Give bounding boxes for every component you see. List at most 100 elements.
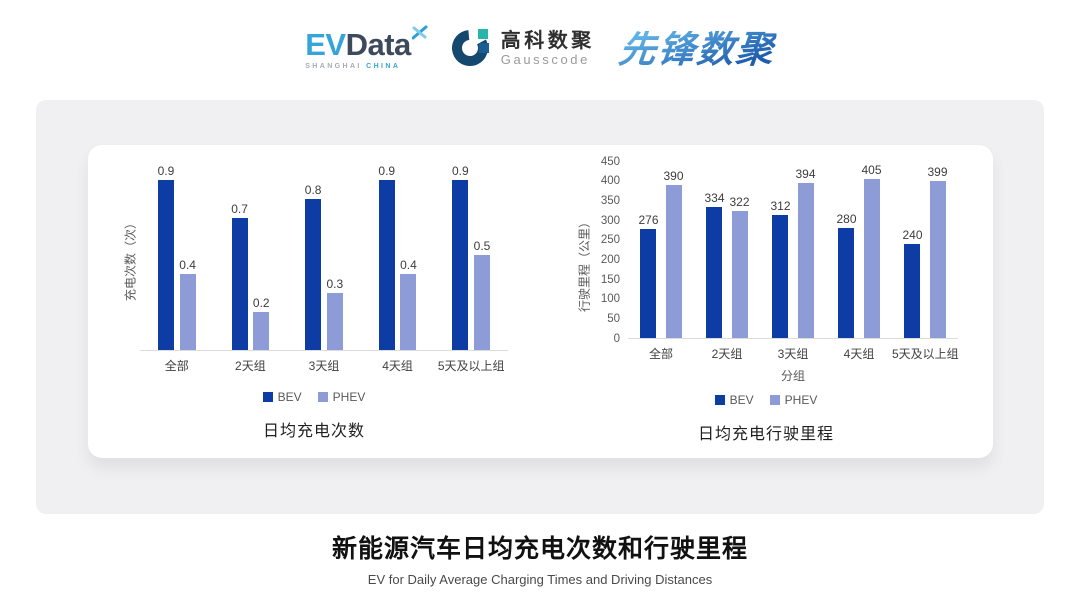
y-tick-label: 150 — [600, 273, 620, 286]
y-tick-label: 300 — [600, 214, 620, 227]
content-panel: 充电次数（次） 0.9 0.4 0.7 0.2 0.8 0.3 0.9 0.4 0.9 0.5 全… — [36, 100, 1044, 514]
x-axis-categories-left: 全部 2天组 3天组 4天组 5天及以上组 — [140, 357, 508, 374]
bar-group: 312 394 — [770, 161, 816, 338]
bar-value-label: 405 — [861, 163, 882, 177]
evdata-logo: EV Data SHANGHAI CHINA — [305, 25, 428, 70]
gausscode-name-en: Gausscode — [500, 52, 590, 68]
legend-label: BEV — [277, 390, 302, 404]
evdata-subtitle-shanghai: SHANGHAI — [305, 62, 362, 70]
bar-bev-4: 0.9 — [452, 161, 469, 350]
y-tick-label: 400 — [600, 174, 620, 187]
gausscode-logo: 高科数聚 Gausscode — [451, 26, 595, 73]
bar-bev-3: 280 — [836, 161, 857, 338]
bar-phev — [326, 293, 343, 350]
bar-phev — [474, 255, 491, 350]
y-tick-label: 350 — [600, 194, 620, 207]
bar-phev — [400, 274, 417, 350]
plot-area-right: 276 390 334 322 312 394 280 405 240 399 — [628, 161, 958, 339]
bar-value-label: 0.4 — [400, 258, 417, 272]
legend-item-phev: PHEV — [769, 393, 817, 407]
bar-phev-3: 0.4 — [400, 161, 417, 350]
bar-bev-0: 0.9 — [157, 161, 175, 350]
bar-value-label: 0.7 — [231, 202, 248, 216]
category-label: 4天组 — [843, 347, 875, 361]
bar-phev-0: 390 — [664, 161, 684, 338]
bar-value-label: 0.9 — [157, 164, 175, 178]
legend-item-bev: BEV — [262, 390, 302, 404]
chart-title-right: 日均充电行驶里程 — [697, 426, 834, 443]
bar-value-label: 322 — [729, 195, 750, 209]
bar-value-label: 0.2 — [252, 296, 270, 310]
evdata-wordmark: EV Data — [305, 25, 428, 62]
chart-daily-charging-times: 充电次数（次） 0.9 0.4 0.7 0.2 0.8 0.3 0.9 0.4 0.9 0.5 全… — [88, 161, 540, 458]
bar-phev-1: 322 — [730, 161, 750, 338]
category-label: 3天组 — [777, 347, 809, 361]
bar-group: 0.9 0.4 — [158, 161, 196, 350]
legend-swatch-bev — [262, 392, 273, 402]
bar-bev-1: 0.7 — [231, 161, 248, 350]
bar-group: 276 390 — [638, 161, 684, 338]
legend-item-phev: PHEV — [317, 390, 366, 404]
y-tick-label: 250 — [600, 233, 620, 246]
y-tick-label: 200 — [600, 253, 620, 266]
bar-phev-4: 0.5 — [473, 161, 491, 350]
evdata-subtitle-china: CHINA — [366, 62, 401, 70]
bar-bev-0: 276 — [638, 161, 659, 338]
y-axis-title-left: 充电次数（次） — [123, 216, 138, 301]
bar-value-label: 390 — [663, 169, 684, 183]
bar-phev — [179, 274, 196, 350]
bar-bev — [838, 228, 855, 338]
bar-bev-1: 334 — [704, 161, 725, 338]
bar-phev-3: 405 — [862, 161, 882, 338]
category-label: 2天组 — [711, 347, 743, 361]
x-axis-categories-right: 全部 2天组 3天组 4天组 5天及以上组 — [628, 345, 959, 362]
bar-phev-0: 0.4 — [179, 161, 196, 350]
gausscode-name-cn: 高科数聚 — [500, 30, 595, 53]
gausscode-g-icon — [451, 26, 492, 73]
legend-right: BEV PHEV — [714, 393, 817, 407]
bar-phev — [929, 181, 946, 338]
legend-label: BEV — [729, 393, 754, 407]
bar-bev — [640, 229, 657, 338]
bar-phev-2: 0.3 — [326, 161, 343, 350]
bar-value-label: 0.4 — [179, 258, 196, 272]
bar-bev — [452, 180, 469, 350]
bar-phev-1: 0.2 — [253, 161, 270, 350]
bar-value-label: 0.5 — [473, 239, 491, 253]
y-axis-title-right: 行驶里程（公里） — [577, 215, 592, 312]
bar-value-label: 0.8 — [304, 183, 322, 197]
bar-group: 0.9 0.5 — [452, 161, 490, 350]
legend-item-bev: BEV — [714, 393, 754, 407]
y-tick-label: 100 — [600, 292, 620, 305]
category-label: 全部 — [164, 359, 189, 373]
x-axis-title-right: 分组 — [780, 369, 805, 383]
bar-group: 0.8 0.3 — [305, 161, 343, 350]
logo-bar: EV Data SHANGHAI CHINA 高科数聚 Gausscode — [0, 16, 1080, 82]
bar-bev — [157, 180, 174, 350]
legend-swatch-phev — [769, 395, 780, 405]
xianfeng-logo: 先锋数聚 — [616, 28, 777, 70]
caption-block: 新能源汽车日均充电次数和行驶里程 EV for Daily Average Ch… — [0, 529, 1080, 587]
bar-bev — [231, 218, 248, 350]
bar-group: 334 322 — [704, 161, 750, 338]
y-tick-label: 450 — [600, 155, 620, 168]
bar-group: 0.7 0.2 — [231, 161, 270, 350]
bar-bev-2: 312 — [770, 161, 791, 338]
caption-title: 新能源汽车日均充电次数和行驶里程 — [331, 535, 748, 563]
bar-value-label: 394 — [795, 167, 816, 181]
bar-value-label: 399 — [927, 165, 948, 179]
bar-bev — [305, 199, 322, 350]
bar-bev — [772, 215, 789, 338]
bar-bev — [706, 207, 723, 338]
bar-phev-4: 399 — [928, 161, 948, 338]
evdata-data-text: Data — [345, 26, 412, 62]
y-axis-ticks-right: 0 50 100 150 200 250 300 350 400 450 — [594, 156, 628, 344]
bar-value-label: 334 — [704, 191, 725, 205]
bar-group: 0.9 0.4 — [378, 161, 417, 350]
bar-phev — [253, 312, 270, 350]
legend-label: PHEV — [332, 390, 366, 404]
bar-phev — [731, 211, 748, 338]
chart-title-left: 日均充电次数 — [262, 423, 365, 440]
bar-bev — [904, 244, 921, 338]
bar-value-label: 0.9 — [378, 164, 396, 178]
